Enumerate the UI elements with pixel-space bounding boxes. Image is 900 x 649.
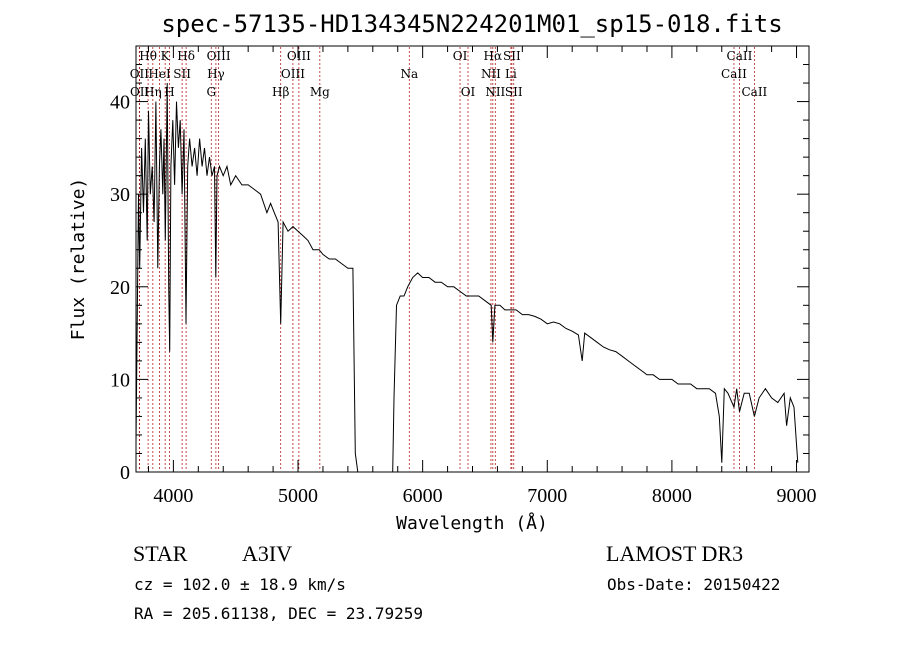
plot-frame (135, 45, 810, 473)
x-axis-ticks: 4000 5000 6000 7000 8000 9000 (147, 46, 817, 507)
observation-date: Obs-Date: 20150422 (607, 575, 780, 594)
y-tick-label: 10 (110, 369, 130, 391)
spectral-line-label: CaII (721, 67, 747, 81)
spectral-line-label: OII (130, 67, 150, 81)
spectral-line-label: SII (173, 67, 191, 81)
spectral-line-label: G (206, 85, 216, 99)
y-tick-label: 30 (110, 184, 130, 206)
spectral-line-label: Hη (144, 85, 162, 99)
x-tick-label: 9000 (777, 485, 817, 507)
spectral-line-label: OI (461, 85, 476, 99)
spectral-line-label: Na (400, 67, 418, 81)
x-tick-label: 4000 (153, 485, 193, 507)
y-axis-ticks: 0 10 20 30 40 (110, 64, 809, 484)
y-tick-label: 0 (120, 462, 130, 484)
spectral-line-label: Hδ (177, 49, 195, 63)
chart-title: spec-57135-HD134345N224201M01_sp15-018.f… (161, 10, 782, 38)
spectral-line-label: HeI (148, 67, 171, 81)
spectral-subclass: A3IV (242, 541, 292, 566)
spectral-line-label: CaII (727, 49, 753, 63)
object-type: STAR (133, 541, 188, 566)
spectral-line-label: Hγ (207, 67, 225, 81)
spectral-line-label: Li (505, 67, 517, 81)
spectral-line-label: OII (130, 85, 150, 99)
y-tick-label: 20 (110, 277, 130, 299)
spectral-line-label: NII (481, 67, 501, 81)
x-tick-label: 5000 (278, 485, 318, 507)
y-axis-label: Flux (relative) (68, 178, 89, 341)
spectral-line-label: K (161, 49, 171, 63)
spectral-line-label: NII (485, 85, 505, 99)
spectral-line-label: OI (453, 49, 468, 63)
spectral-line-label: OIII (281, 67, 305, 81)
spectral-line-label: Hβ (272, 85, 289, 99)
x-tick-label: 7000 (527, 485, 567, 507)
spectral-line-label: Mg (310, 85, 330, 99)
spectral-line-label: SII (505, 85, 523, 99)
survey-name: LAMOST DR3 (606, 541, 743, 566)
x-tick-label: 8000 (652, 485, 692, 507)
spectral-line-label: OIII (287, 49, 311, 63)
spectral-line-label: OIII (207, 49, 231, 63)
spectral-line-label: H (164, 85, 174, 99)
spectral-line-markers (138, 47, 755, 471)
spectral-line-label: CaII (741, 85, 767, 99)
spectral-line-label: SII (503, 49, 521, 63)
spectral-line-label: Hα (484, 49, 503, 63)
x-axis-label: Wavelength (Å) (396, 512, 548, 534)
x-tick-label: 6000 (403, 485, 443, 507)
redshift-value: cz = 102.0 ± 18.9 km/s (134, 575, 346, 594)
coordinates: RA = 205.61138, DEC = 23.79259 (134, 604, 423, 623)
spectral-line-label: Hθ (139, 49, 157, 63)
y-tick-label: 40 (110, 92, 130, 114)
spectrum-series-line (135, 82, 799, 473)
